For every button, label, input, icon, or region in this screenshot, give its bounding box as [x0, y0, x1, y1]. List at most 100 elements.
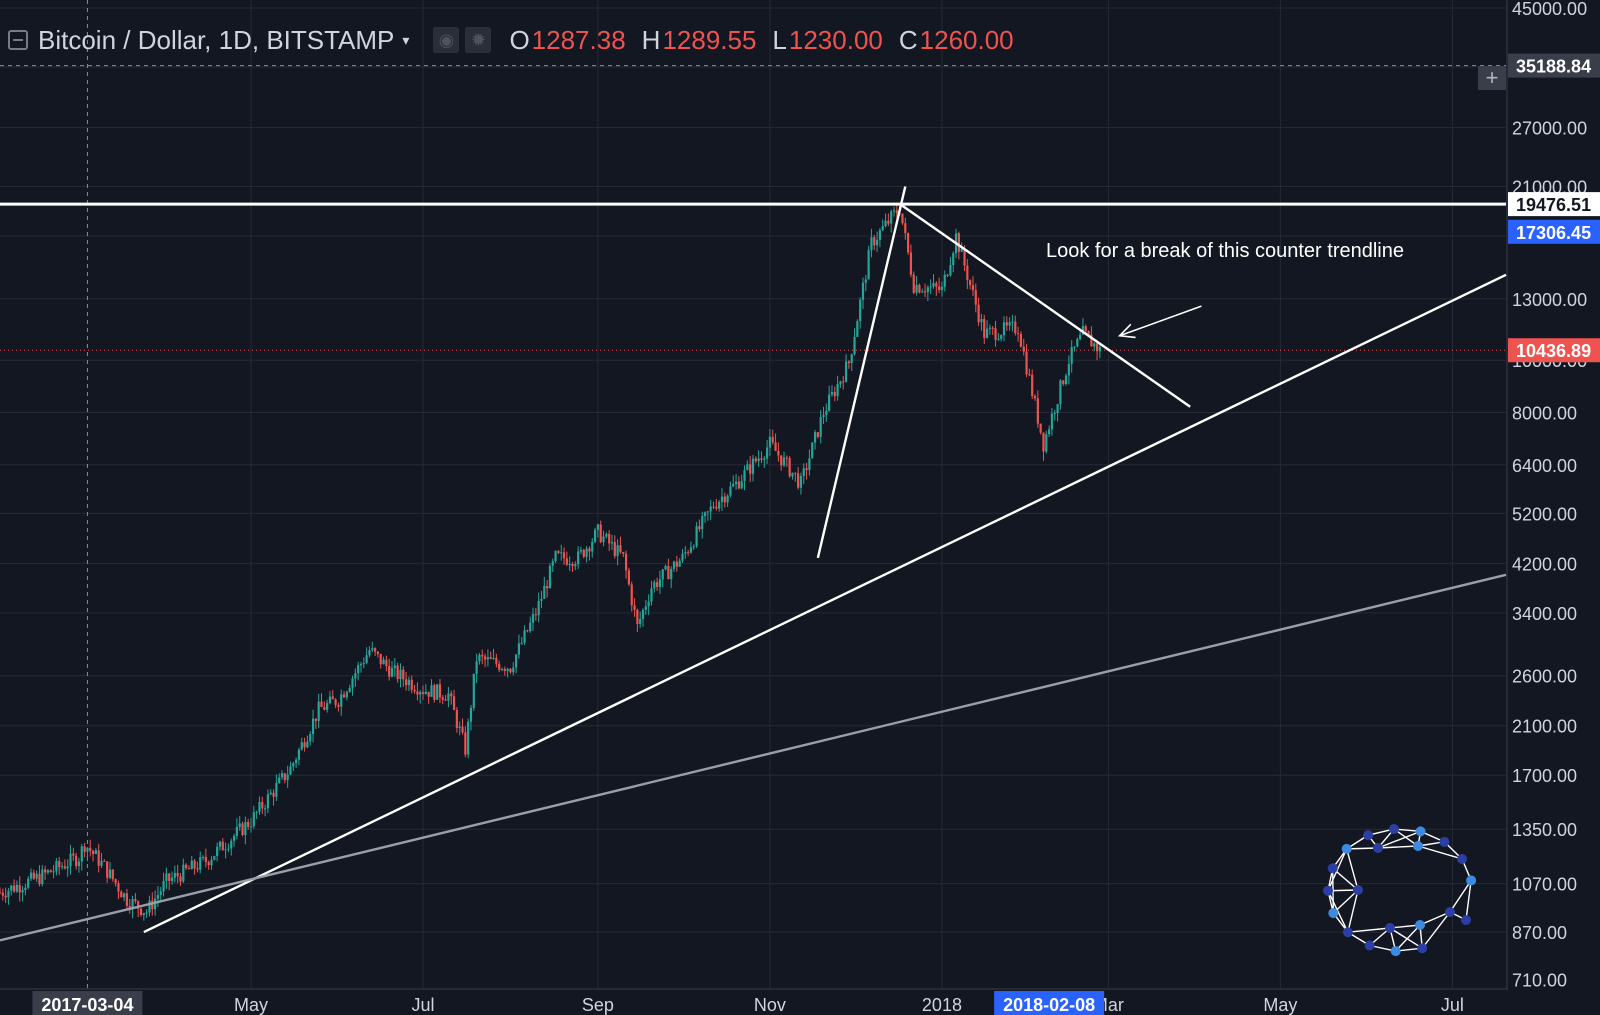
candle: [754, 456, 757, 464]
candle: [224, 842, 227, 859]
candle: [66, 859, 69, 877]
candle: [106, 861, 109, 883]
candle: [718, 499, 721, 512]
candle-body: [684, 552, 687, 554]
candle-body: [472, 673, 475, 708]
add-alert-plus-icon[interactable]: +: [1478, 66, 1506, 90]
candle-body: [1028, 374, 1031, 376]
candle-body: [455, 709, 458, 728]
candle-body: [974, 290, 977, 305]
candle: [326, 699, 329, 713]
candle: [218, 840, 222, 851]
candle: [125, 888, 129, 910]
candle: [517, 634, 521, 659]
candle: [780, 455, 783, 471]
candle: [734, 474, 738, 490]
candle: [608, 530, 611, 552]
candle-body: [526, 630, 529, 632]
candle: [1014, 315, 1017, 336]
candle: [774, 433, 777, 452]
candle: [768, 428, 772, 456]
candle-body: [715, 507, 718, 509]
candle: [280, 770, 284, 780]
candle-body: [13, 885, 16, 892]
candle: [10, 884, 13, 896]
collapse-legend-icon[interactable]: [8, 30, 28, 50]
candle: [196, 861, 199, 873]
candle: [176, 864, 179, 884]
candle-body: [760, 458, 763, 460]
candle: [60, 862, 64, 870]
candle-body: [478, 654, 481, 662]
candle: [656, 577, 659, 591]
candle: [213, 855, 216, 861]
candle-body: [390, 667, 394, 677]
eye-icon[interactable]: ◉: [433, 27, 460, 53]
candle-body: [159, 891, 162, 896]
candle-body: [365, 655, 368, 664]
candle-body: [286, 774, 289, 781]
logo-edge: [1377, 845, 1419, 849]
symbol-title[interactable]: Bitcoin / Dollar, 1D, BITSTAMP: [38, 24, 395, 55]
candle: [393, 658, 396, 677]
candle: [763, 456, 766, 468]
candle: [187, 865, 191, 870]
logo-node: [1439, 836, 1450, 847]
logo-node: [1415, 826, 1426, 837]
time-axis-tick-label: May: [234, 995, 268, 1015]
candle-body: [813, 432, 817, 443]
candle: [407, 676, 411, 692]
candle-body: [732, 484, 735, 487]
candle: [405, 671, 408, 691]
candle: [1008, 317, 1011, 331]
candle: [602, 530, 605, 547]
candle: [264, 804, 267, 817]
candle: [114, 878, 117, 887]
candle-body: [354, 673, 357, 679]
candle-body: [847, 361, 850, 364]
candle: [340, 689, 343, 716]
candle-body: [678, 560, 681, 567]
candle-body: [608, 533, 611, 544]
candle: [385, 655, 388, 672]
candle: [1062, 379, 1065, 386]
candle-body: [523, 630, 526, 643]
candle-body: [850, 354, 853, 364]
candle: [481, 649, 484, 665]
candle-body: [864, 279, 867, 283]
candle-body: [929, 286, 932, 288]
candle: [627, 567, 631, 586]
candle: [557, 549, 560, 555]
candle-body: [283, 773, 286, 781]
candle-body: [782, 457, 786, 466]
candle-body: [515, 654, 518, 668]
candle-body: [588, 548, 591, 552]
candle-body: [447, 693, 450, 701]
candle: [921, 288, 924, 293]
candle: [309, 731, 312, 746]
candle: [977, 297, 980, 327]
candle: [751, 454, 755, 482]
candle-body: [221, 841, 224, 851]
logo-node: [1445, 907, 1455, 917]
candle: [323, 701, 326, 711]
candle-body: [1014, 321, 1017, 334]
chevron-down-icon[interactable]: ▾: [402, 31, 410, 48]
candle-body: [122, 893, 126, 898]
ohlc-high-value: 1289.55: [662, 24, 757, 55]
candle: [75, 852, 78, 870]
candle: [859, 297, 862, 329]
candle: [816, 432, 819, 439]
price-axis-tick-label: 27000.00: [1512, 119, 1587, 139]
candle-body: [492, 657, 495, 659]
ohlc-close-value: 1260.00: [919, 24, 1014, 55]
gear-icon[interactable]: ✹: [465, 27, 492, 53]
candle-body: [402, 669, 405, 680]
candle-body: [244, 822, 247, 836]
candle-body: [802, 468, 805, 477]
candle-body: [799, 476, 803, 488]
candle: [929, 279, 932, 294]
candle: [904, 217, 907, 240]
